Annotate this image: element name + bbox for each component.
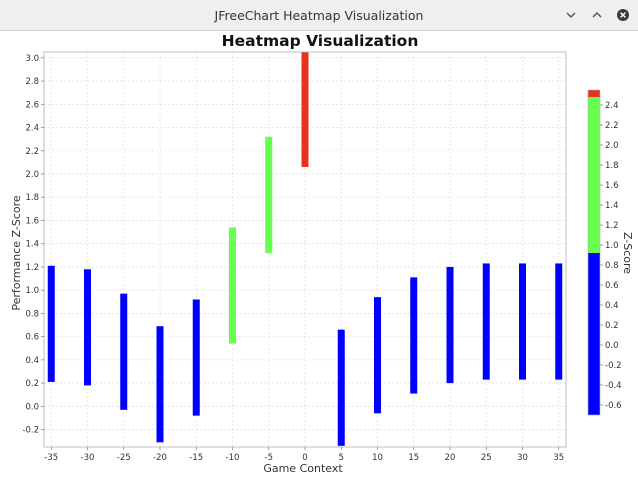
heatmap-bar: [84, 269, 91, 386]
x-tick-label: -20: [153, 453, 167, 463]
heatmap-bar: [519, 263, 526, 380]
x-axis-label: Game Context: [263, 462, 343, 475]
legend-tick-label: 0.2: [605, 321, 619, 331]
heatmap-bar: [156, 326, 164, 443]
heatmap-chart: Heatmap Visualization -0.2 0.0 0.2 0.4 0.6 0.…: [10, 32, 634, 475]
legend-tick-label: 0.4: [605, 301, 619, 311]
x-tick-label: 0: [302, 453, 307, 463]
y-tick-label: 1.6: [25, 216, 39, 226]
heatmap-bars: [47, 52, 563, 446]
y-tick-label: 2.0: [25, 170, 39, 180]
heatmap-bar: [265, 136, 273, 253]
minimize-icon: [566, 12, 576, 18]
legend-tick-label: 1.0: [605, 241, 619, 251]
legend-tick-label: 2.2: [605, 121, 619, 131]
y-tick-label: 2.6: [25, 100, 39, 110]
heatmap-bar: [555, 263, 563, 380]
window-titlebar: JFreeChart Heatmap Visualization: [0, 0, 638, 31]
legend-tick-label: 0.8: [605, 261, 619, 271]
y-tick-label: 0.0: [25, 402, 39, 412]
close-button[interactable]: [612, 4, 634, 26]
heatmap-bar: [374, 297, 381, 414]
legend-border: [587, 89, 601, 416]
y-tick-label: 1.8: [25, 193, 39, 203]
y-axis-ticks: -0.2 0.0 0.2 0.4 0.6 0.8 1.0 1.2 1.4 1.6 1.8 2.0 2.2…: [22, 54, 44, 436]
y-tick-label: 2.8: [25, 77, 39, 87]
heatmap-bar: [446, 266, 454, 384]
x-tick-label: -35: [44, 453, 58, 463]
y-tick-label: 2.2: [25, 147, 39, 157]
legend-tick-label: 1.2: [605, 221, 619, 231]
chart-panel: Heatmap Visualization -0.2 0.0 0.2 0.4 0.6 0.…: [0, 31, 638, 480]
color-scale-legend: -0.6 -0.4 -0.2 0.0 0.2 0.4 0.6 0.8 1.0 1.2 1.4 1.6 1…: [587, 89, 622, 416]
close-icon: [617, 9, 629, 21]
legend-title: Z-Score: [621, 232, 634, 274]
heatmap-bar: [120, 293, 128, 410]
maximize-button[interactable]: [586, 4, 608, 26]
x-tick-label: -25: [117, 453, 131, 463]
heatmap-bar: [47, 265, 55, 382]
x-tick-label: -30: [81, 453, 95, 463]
heatmap-bar: [410, 277, 418, 394]
x-tick-label: 10: [372, 453, 383, 463]
legend-tick-label: 0.6: [605, 281, 619, 291]
legend-color-band: [588, 97, 600, 253]
x-tick-label: 15: [408, 453, 419, 463]
chart-title: Heatmap Visualization: [222, 32, 419, 50]
legend-tick-label: -0.6: [605, 401, 622, 411]
window-title: JFreeChart Heatmap Visualization: [214, 8, 424, 23]
y-tick-label: -0.2: [22, 426, 39, 436]
legend-tick-label: 2.4: [605, 101, 619, 111]
legend-tick-label: 1.4: [605, 201, 619, 211]
y-axis-label: Performance Z-Score: [10, 195, 23, 311]
heatmap-bar: [482, 263, 490, 380]
y-tick-label: 0.4: [25, 356, 39, 366]
heatmap-bar: [301, 52, 309, 168]
x-tick-label: -10: [226, 453, 240, 463]
y-tick-label: 0.6: [25, 333, 39, 343]
y-tick-label: 1.0: [25, 286, 39, 296]
x-tick-label: 35: [553, 453, 564, 463]
y-tick-label: 1.2: [25, 263, 39, 273]
x-tick-label: 20: [445, 453, 456, 463]
legend-tick-label: 0.0: [605, 341, 619, 351]
heatmap-bar: [337, 329, 345, 446]
y-tick-label: 3.0: [25, 54, 39, 64]
y-tick-label: 0.2: [25, 379, 39, 389]
legend-tick-label: -0.4: [605, 381, 622, 391]
heatmap-bar: [192, 299, 200, 416]
y-tick-label: 1.4: [25, 240, 39, 250]
x-tick-label: -5: [265, 453, 273, 463]
heatmap-bar: [229, 227, 236, 344]
x-tick-label: 25: [481, 453, 492, 463]
minimize-button[interactable]: [560, 4, 582, 26]
x-axis-ticks: -35 -30 -25 -20 -15 -10 -5 0 5 10 15 20 25 30 35: [44, 447, 564, 463]
y-tick-label: 2.4: [25, 124, 39, 134]
x-tick-label: 5: [339, 453, 344, 463]
legend-color-band: [588, 90, 600, 97]
x-tick-label: 30: [517, 453, 528, 463]
legend-tick-label: 1.6: [605, 181, 619, 191]
legend-tick-label: 2.0: [605, 141, 619, 151]
x-tick-label: -15: [189, 453, 203, 463]
y-tick-label: 0.8: [25, 309, 39, 319]
legend-color-band: [588, 253, 600, 415]
maximize-icon: [592, 12, 602, 18]
legend-tick-label: -0.2: [605, 361, 622, 371]
legend-tick-label: 1.8: [605, 161, 619, 171]
